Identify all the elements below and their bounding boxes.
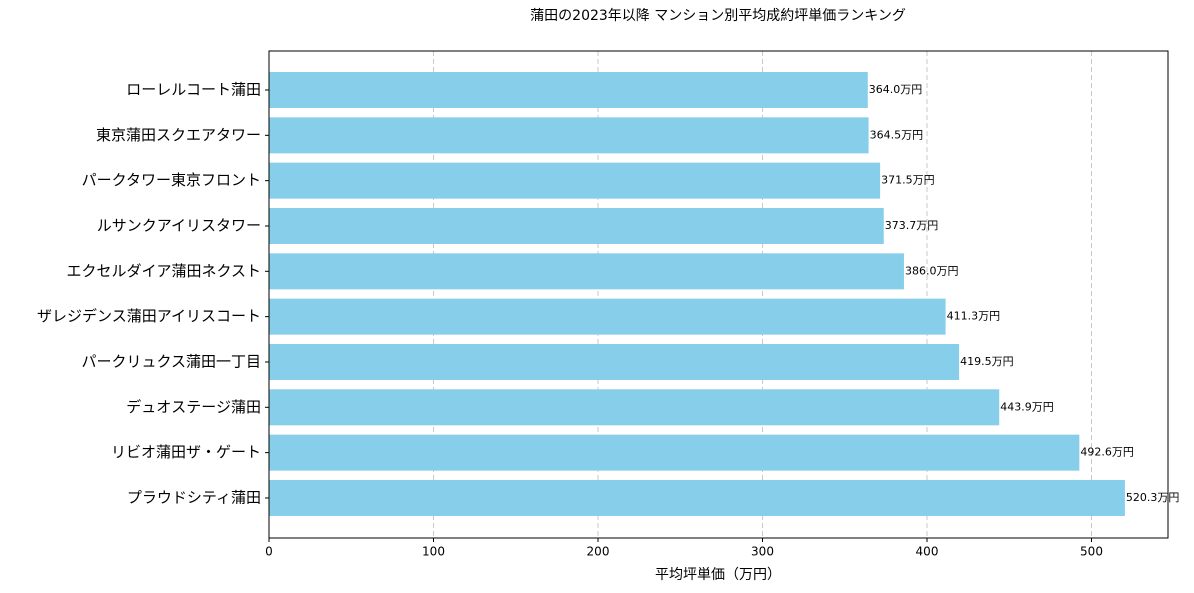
y-tick-label: エクセルダイア蒲田ネクスト <box>66 262 261 280</box>
bar <box>269 253 904 290</box>
bar <box>269 207 884 244</box>
x-tick-label: 400 <box>916 545 939 559</box>
y-tick-label: ローレルコート蒲田 <box>126 81 261 99</box>
y-tick-label: パークリュクス蒲田一丁目 <box>81 352 261 370</box>
value-label: 364.5万円 <box>870 128 924 141</box>
x-tick-label: 100 <box>422 545 445 559</box>
x-tick-label: 200 <box>587 545 610 559</box>
value-label: 364.0万円 <box>869 83 923 96</box>
chart-title: 蒲田の2023年以降 マンション別平均成約坪単価ランキング <box>530 8 906 24</box>
x-axis-label: 平均坪単価（万円） <box>655 567 781 583</box>
value-label: 373.7万円 <box>885 219 939 232</box>
y-tick-label: リビオ蒲田ザ・ゲート <box>111 443 261 461</box>
value-label: 419.5万円 <box>960 355 1014 368</box>
y-tick-label: 東京蒲田スクエアタワー <box>96 126 261 144</box>
bar <box>269 389 1000 426</box>
value-label: 386.0万円 <box>905 264 959 277</box>
value-label: 371.5万円 <box>881 174 935 187</box>
y-tick-label: プラウドシティ蒲田 <box>127 488 261 506</box>
x-tick-label: 300 <box>751 545 774 559</box>
x-tick-label: 0 <box>265 545 273 559</box>
bar <box>269 298 946 335</box>
x-tick-label: 500 <box>1080 545 1103 559</box>
bar <box>269 343 960 380</box>
bar <box>269 117 869 154</box>
value-label: 520.3万円 <box>1126 491 1180 504</box>
bar <box>269 162 881 199</box>
y-tick-label: パークタワー東京フロント <box>82 171 261 189</box>
value-label: 492.6万円 <box>1080 446 1134 459</box>
value-label: 411.3万円 <box>947 310 1001 323</box>
bar <box>269 434 1080 471</box>
y-tick-label: デュオステージ蒲田 <box>126 398 261 416</box>
plot-frame <box>268 50 1169 539</box>
bar <box>269 72 868 108</box>
bar <box>269 479 1125 516</box>
y-tick-label: ザレジデンス蒲田アイリスコート <box>37 307 261 325</box>
value-label: 443.9万円 <box>1000 400 1054 413</box>
y-tick-label: ルサンクアイリスタワー <box>97 216 261 234</box>
